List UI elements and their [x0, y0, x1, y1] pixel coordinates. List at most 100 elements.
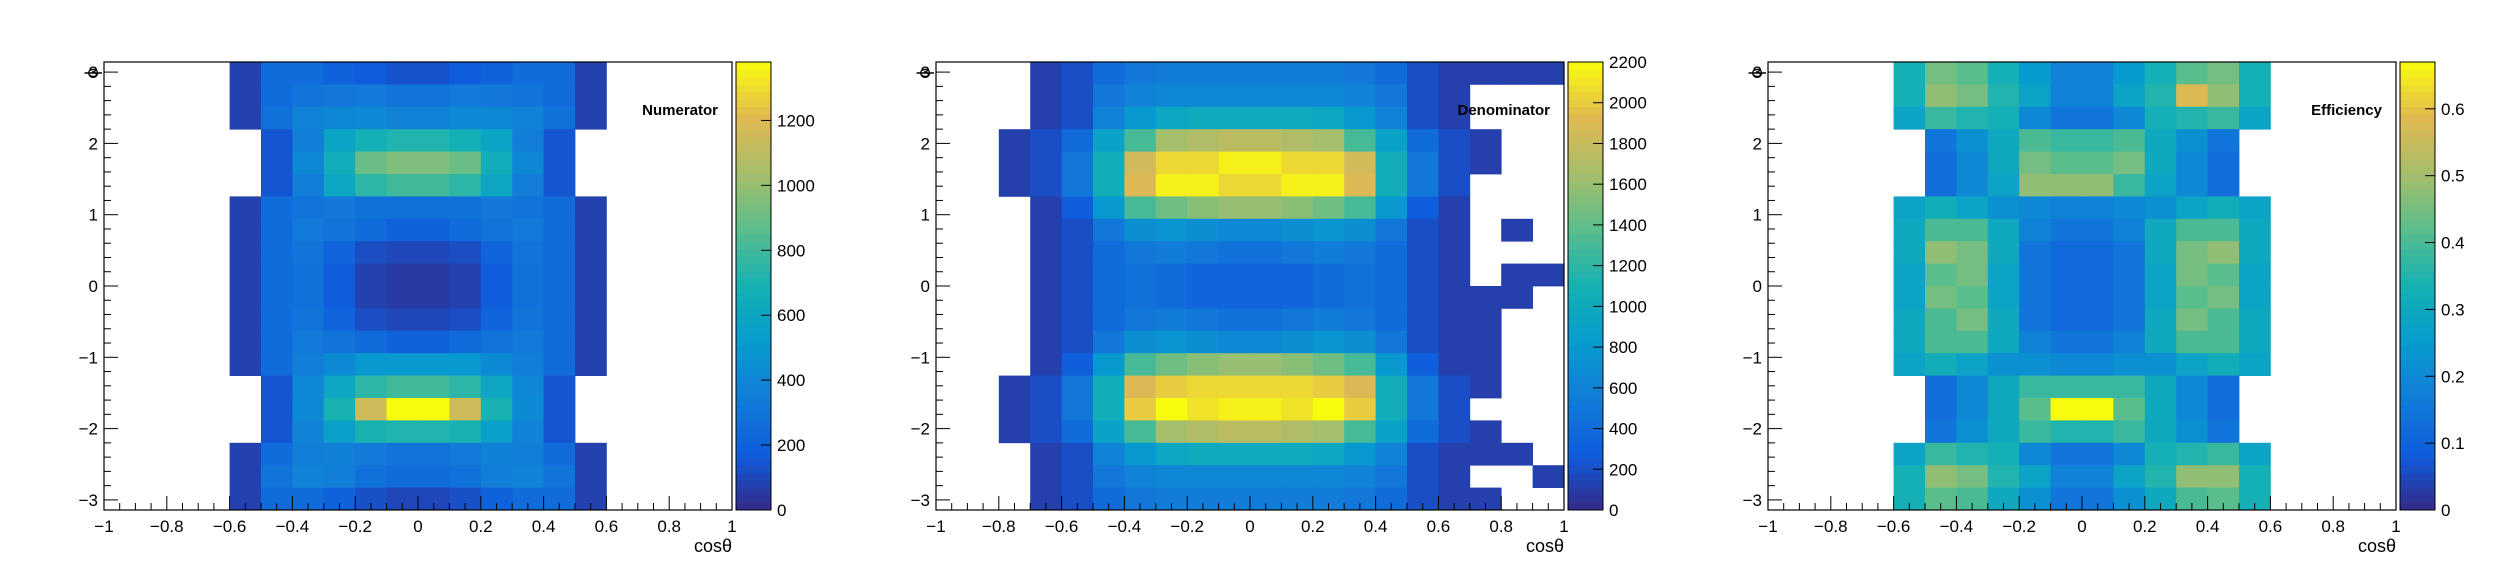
heatmap-cell — [1312, 420, 1345, 444]
colorbar-step — [736, 91, 771, 100]
heatmap-cell — [418, 308, 450, 332]
heatmap-cell — [1093, 330, 1125, 354]
heatmap-cell — [1925, 330, 1957, 354]
heatmap-cell — [355, 465, 387, 488]
heatmap-cell — [261, 84, 293, 108]
heatmap-cell — [418, 420, 450, 444]
heatmap-cell — [1218, 84, 1251, 108]
heatmap-cell — [323, 218, 356, 242]
heatmap-cell — [261, 353, 293, 376]
heatmap-cell — [449, 62, 482, 85]
colorbar-step — [736, 495, 771, 504]
heatmap-cell — [2019, 84, 2051, 108]
heatmap-cell — [1925, 84, 1957, 108]
heatmap-cell — [1218, 353, 1251, 376]
colorbar-step — [736, 427, 771, 436]
colorbar-step — [1568, 166, 1603, 175]
heatmap-cell — [1124, 84, 1157, 108]
colorbar-step — [1568, 91, 1603, 100]
heatmap-cell — [2113, 330, 2146, 354]
histogram-title: Numerator — [642, 102, 718, 119]
heatmap-cell — [543, 263, 576, 287]
heatmap-cell — [1281, 308, 1314, 332]
heatmap-cell — [1893, 442, 1926, 466]
heatmap-cell — [2019, 106, 2051, 130]
heatmap-cell — [1124, 330, 1157, 354]
heatmap-cell — [2113, 263, 2146, 287]
heatmap-cell — [1124, 218, 1157, 242]
heatmap-cell — [261, 375, 293, 399]
colorbar-step — [1568, 308, 1603, 317]
heatmap-cell — [323, 353, 356, 376]
heatmap-cell — [2239, 465, 2271, 488]
heatmap-cell — [1956, 442, 1989, 466]
heatmap-cell — [1155, 84, 1188, 108]
colorbar-step — [736, 368, 771, 377]
colorbar-tick-label: 1200 — [1609, 257, 1647, 276]
heatmap-cell — [1925, 375, 1957, 399]
heatmap-cell — [1407, 465, 1439, 488]
heatmap-cell — [1061, 62, 1094, 85]
heatmap-cell — [418, 84, 450, 108]
heatmap-cell — [480, 129, 513, 152]
heatmap-cell — [512, 196, 544, 220]
heatmap-cell — [512, 442, 544, 466]
heatmap-cell — [323, 398, 356, 421]
heatmap-cell — [1956, 174, 1989, 197]
colorbar-step — [2400, 76, 2435, 85]
colorbar-step — [1568, 62, 1603, 70]
colorbar-step — [1568, 84, 1603, 93]
heatmap-cell — [1281, 353, 1314, 376]
heatmap-cell — [2082, 442, 2114, 466]
heatmap-cell — [1155, 196, 1188, 220]
heatmap-cell — [1155, 129, 1188, 152]
heatmap-cell — [512, 241, 544, 264]
colorbar-step — [1568, 323, 1603, 332]
heatmap-cell — [2207, 174, 2240, 197]
x-tick-label: 0.8 — [2321, 517, 2345, 536]
colorbar-step — [1568, 69, 1603, 78]
heatmap-cell — [1124, 286, 1157, 309]
heatmap-cell — [512, 84, 544, 108]
heatmap-cell — [575, 84, 607, 108]
heatmap-cell — [1061, 196, 1094, 220]
heatmap-cell — [1187, 84, 1219, 108]
heatmap-cell — [1987, 398, 2020, 421]
heatmap-cell — [1956, 308, 1989, 332]
heatmap-cell — [1250, 465, 1282, 488]
heatmap-cell — [418, 375, 450, 399]
heatmap-cell — [1030, 241, 1062, 264]
heatmap-cell — [386, 218, 419, 242]
heatmap-cell — [2176, 487, 2208, 511]
heatmap-cell — [355, 420, 387, 444]
x-axis-title: cosθ — [694, 536, 732, 556]
heatmap-cell — [1893, 286, 1926, 309]
heatmap-cell — [1093, 308, 1125, 332]
x-tick-label: 0 — [1245, 517, 1254, 536]
colorbar-step — [2400, 114, 2435, 123]
heatmap-cell — [2207, 129, 2240, 152]
heatmap-cell — [2239, 241, 2271, 264]
heatmap-cell — [2019, 442, 2051, 466]
heatmap-cell — [1925, 129, 1957, 152]
heatmap-cell — [1030, 84, 1062, 108]
heatmap-cell — [418, 62, 450, 85]
x-tick-label: 1 — [727, 517, 736, 536]
heatmap-cell — [575, 465, 607, 488]
x-tick-label: 0.8 — [657, 517, 681, 536]
heatmap-cell — [229, 442, 262, 466]
colorbar-step — [2400, 383, 2435, 392]
heatmap-cell — [386, 465, 419, 488]
heatmap-cell — [543, 218, 576, 242]
heatmap-cell — [2176, 62, 2208, 85]
colorbar-step — [736, 233, 771, 242]
colorbar-step — [736, 121, 771, 130]
heatmap-cell — [2176, 129, 2208, 152]
x-tick-label: 1 — [1559, 517, 1568, 536]
colorbar-step — [2400, 84, 2435, 93]
colorbar-step — [2400, 166, 2435, 175]
heatmap-cell — [355, 330, 387, 354]
heatmap-cell — [1956, 151, 1989, 175]
heatmap-cell — [2019, 487, 2051, 511]
colorbar-tick-label: 0.4 — [2441, 234, 2465, 253]
